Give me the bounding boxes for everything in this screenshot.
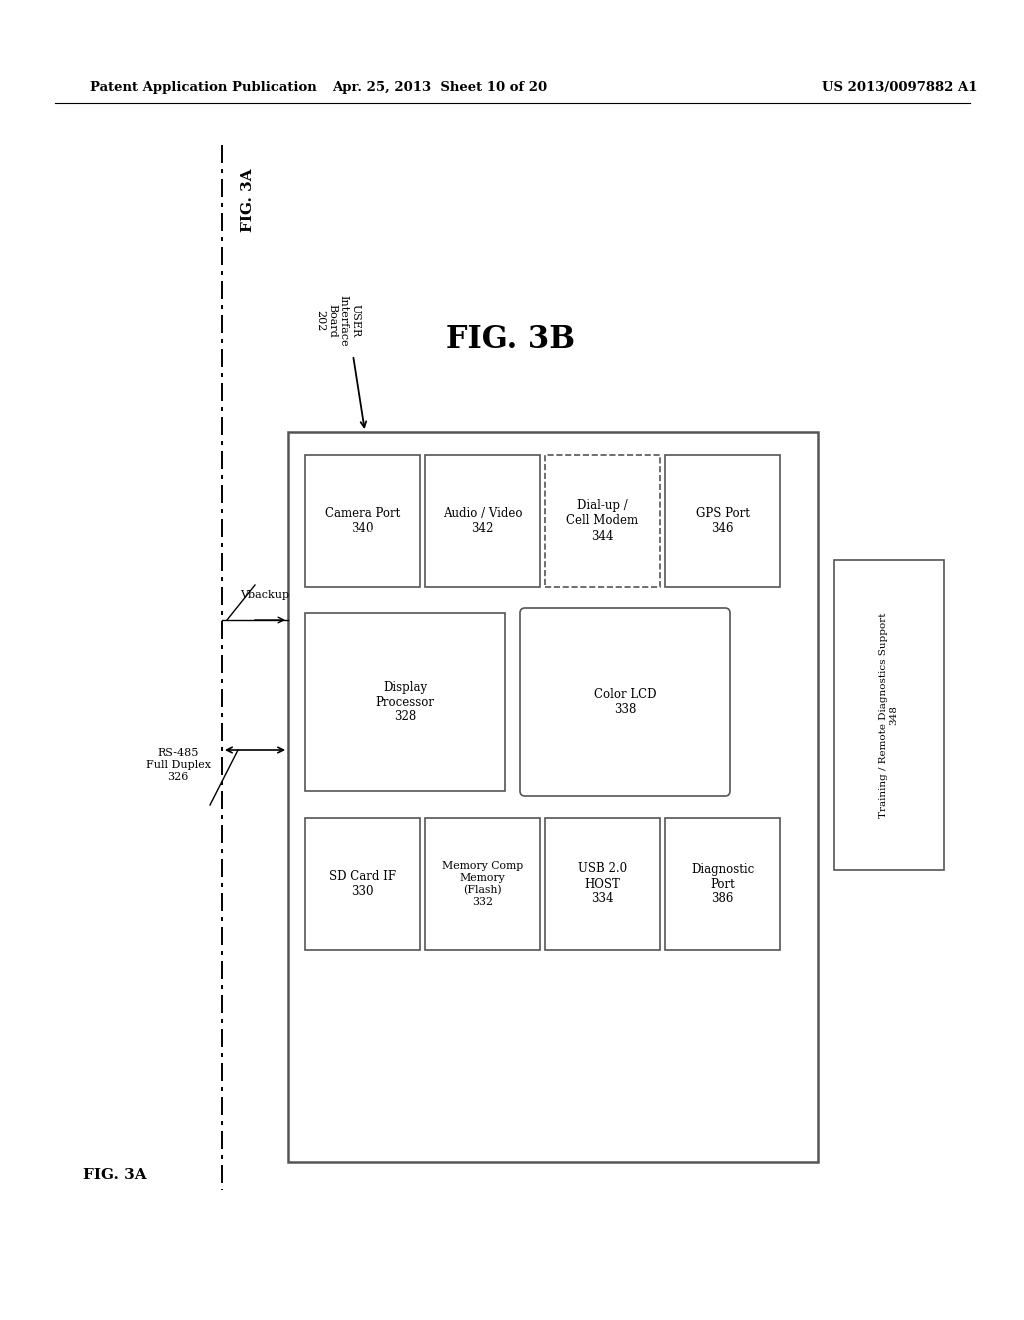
Text: Camera Port
340: Camera Port 340	[325, 507, 400, 535]
Text: US 2013/0097882 A1: US 2013/0097882 A1	[822, 82, 978, 95]
Text: Color LCD
338: Color LCD 338	[594, 688, 656, 715]
Text: Vbackup: Vbackup	[241, 590, 290, 601]
Text: Memory Comp
Memory
(Flash)
332: Memory Comp Memory (Flash) 332	[442, 862, 523, 907]
Text: USB 2.0
HOST
334: USB 2.0 HOST 334	[578, 862, 627, 906]
FancyBboxPatch shape	[665, 455, 780, 587]
FancyBboxPatch shape	[425, 455, 540, 587]
FancyBboxPatch shape	[545, 818, 660, 950]
Text: Dial-up /
Cell Modem
344: Dial-up / Cell Modem 344	[566, 499, 639, 543]
FancyBboxPatch shape	[305, 818, 420, 950]
Text: Audio / Video
342: Audio / Video 342	[442, 507, 522, 535]
Text: Diagnostic
Port
386: Diagnostic Port 386	[691, 862, 754, 906]
Text: ̲̀3̀4̀0: ̲̀3̀4̀0	[341, 528, 384, 541]
Text: Display
Processor
328: Display Processor 328	[376, 681, 434, 723]
Text: RS-485
Full Duplex
326: RS-485 Full Duplex 326	[145, 748, 211, 781]
Text: FIG. 3A: FIG. 3A	[241, 168, 255, 232]
Text: SD Card IF
330: SD Card IF 330	[329, 870, 396, 898]
FancyBboxPatch shape	[288, 432, 818, 1162]
FancyBboxPatch shape	[665, 818, 780, 950]
Text: Training / Remote Diagnostics Support
348: Training / Remote Diagnostics Support 34…	[880, 612, 899, 818]
Text: USER
Interface
Board
202: USER Interface Board 202	[315, 294, 360, 347]
Text: GPS Port
346: GPS Port 346	[695, 507, 750, 535]
Text: FIG. 3A: FIG. 3A	[83, 1168, 146, 1181]
Text: FIG. 3B: FIG. 3B	[445, 325, 574, 355]
Text: Apr. 25, 2013  Sheet 10 of 20: Apr. 25, 2013 Sheet 10 of 20	[333, 82, 548, 95]
FancyBboxPatch shape	[305, 612, 505, 791]
FancyBboxPatch shape	[834, 560, 944, 870]
FancyBboxPatch shape	[425, 818, 540, 950]
FancyBboxPatch shape	[545, 455, 660, 587]
FancyBboxPatch shape	[520, 609, 730, 796]
FancyBboxPatch shape	[305, 455, 420, 587]
Text: Patent Application Publication: Patent Application Publication	[90, 82, 316, 95]
